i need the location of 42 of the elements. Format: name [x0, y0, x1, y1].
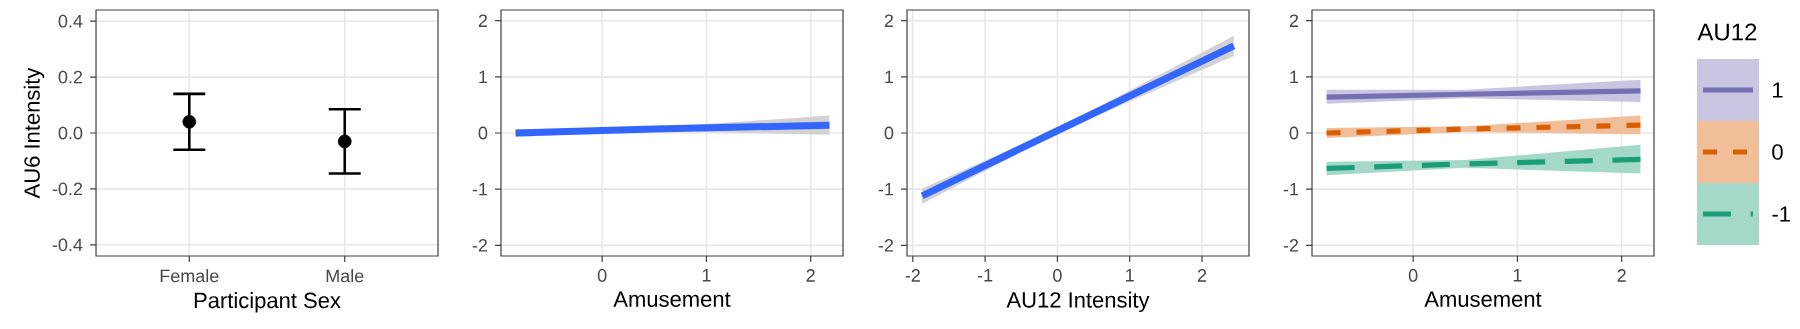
y-tick-label: 2 — [1289, 14, 1299, 27]
y-tick-label: -2 — [878, 239, 894, 252]
legend-label: 0 — [1772, 144, 1783, 160]
y-tick-label: 0.0 — [58, 126, 83, 140]
legend-label: 1 — [1773, 82, 1783, 98]
y-tick-label: -2 — [472, 239, 488, 252]
y-tick-label: 0.4 — [58, 14, 83, 28]
x-tick-label: 2 — [806, 269, 815, 282]
legend-title: AU12 — [1697, 23, 1757, 41]
x-tick-label: -1 — [977, 269, 993, 282]
y-tick-label: 2 — [478, 14, 488, 27]
x-tick-label: 0 — [1053, 269, 1062, 282]
x-tick-label: 1 — [1126, 269, 1134, 282]
x-tick-label: 2 — [1197, 269, 1207, 282]
y-tick-label: 2 — [884, 14, 894, 27]
y-tick-label: -2 — [1283, 239, 1299, 252]
y-tick-label: -1 — [878, 182, 894, 196]
x-axis-title: AU12 Intensity — [1006, 291, 1150, 313]
x-tick-label: 0 — [1408, 269, 1418, 282]
x-tick-label: 2 — [1617, 269, 1626, 282]
y-tick-label: 1 — [885, 70, 894, 84]
y-tick-label: -0.4 — [52, 238, 83, 252]
legend-label: -1 — [1772, 206, 1790, 222]
x-axis-title: Amusement — [613, 291, 731, 307]
y-tick-label: -1 — [472, 182, 488, 196]
x-tick-label: -2 — [905, 269, 920, 282]
y-tick-label: 1 — [1290, 70, 1299, 84]
x-tick-label: Male — [326, 269, 364, 283]
y-tick-label: 1 — [479, 70, 488, 84]
x-tick-label: Female — [160, 269, 219, 283]
x-tick-label: 1 — [1513, 269, 1522, 282]
x-axis-title: Participant Sex — [194, 292, 341, 313]
y-tick-label: -1 — [1283, 182, 1299, 196]
y-tick-label: -0.2 — [52, 182, 83, 196]
y-tick-label: 0.2 — [58, 70, 83, 84]
y-tick-label: 0 — [884, 126, 894, 140]
y-tick-label: 0 — [478, 126, 488, 140]
x-axis-title: Amusement — [1424, 291, 1542, 307]
y-axis-title: AU6 Intensity — [23, 67, 45, 199]
y-tick-label: 0 — [1289, 126, 1299, 140]
x-tick-label: 0 — [597, 269, 607, 282]
x-tick-label: 1 — [702, 269, 711, 282]
